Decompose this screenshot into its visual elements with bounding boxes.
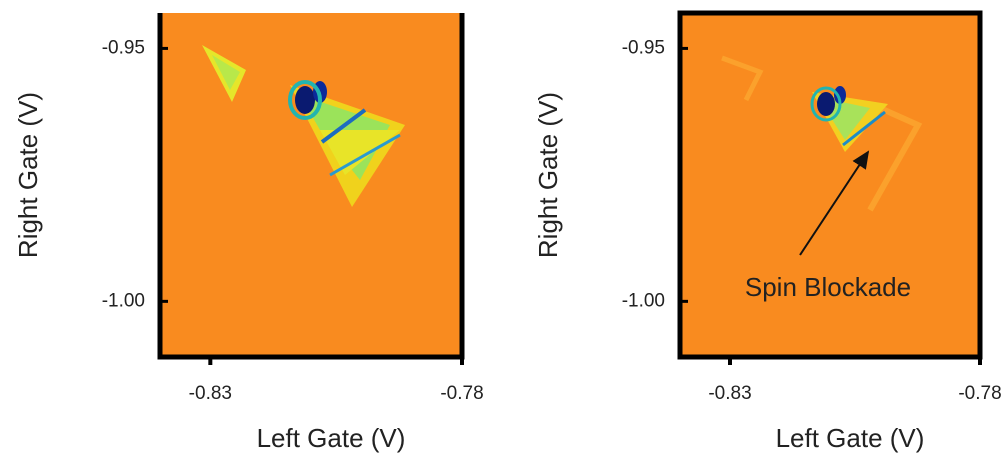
heatmap-image <box>160 13 462 357</box>
x-tick-label: -0.83 <box>189 383 232 404</box>
x-axis-label: Left Gate (V) <box>776 423 925 453</box>
y-tick-label: -0.95 <box>622 37 665 58</box>
y-tick-label: -1.00 <box>102 290 145 311</box>
y-tick-label: -1.00 <box>622 290 665 311</box>
figure: -0.83 -0.78 -0.95 -1.00 Left Gate (V) Right G… <box>0 0 1005 468</box>
x-axis-label: Left Gate (V) <box>257 423 406 453</box>
y-tick-label: -0.95 <box>102 37 145 58</box>
y-axis-label: Right Gate (V) <box>13 92 43 258</box>
x-tick-label: -0.78 <box>440 383 483 404</box>
x-tick-label: -0.78 <box>958 383 1001 404</box>
annotation: Spin Blockade <box>745 272 911 302</box>
heatmap-image <box>680 13 980 357</box>
y-axis-label: Right Gate (V) <box>533 92 563 258</box>
x-tick-label: -0.83 <box>708 383 751 404</box>
